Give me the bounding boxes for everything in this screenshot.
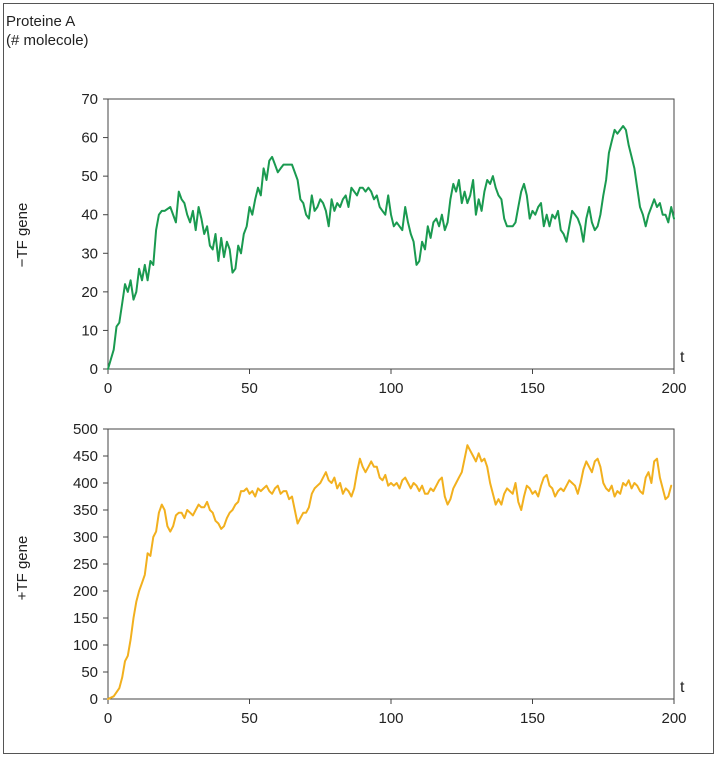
top-y-tick-label: 0: [90, 361, 98, 378]
top-plot-area: [107, 98, 675, 370]
chart-title: Proteine A: [6, 13, 75, 30]
bottom-y-tick-label: 0: [90, 691, 98, 708]
bottom-y-axis-label: +TF gene: [14, 536, 31, 601]
top-y-tick-label: 20: [81, 284, 98, 301]
bottom-y-tick-label: 350: [73, 502, 98, 519]
bottom-y-tick-label: 500: [73, 421, 98, 438]
top-x-axis-label: t: [680, 349, 685, 366]
top-y-tick-label: 40: [81, 207, 98, 224]
bottom-y-tick-label: 450: [73, 448, 98, 465]
bottom-x-axis-label: t: [680, 679, 685, 696]
bottom-x-tick-label: 0: [104, 710, 112, 727]
top-x-tick-label: 0: [104, 380, 112, 397]
top-x-tick-label: 150: [520, 380, 545, 397]
top-y-tick-label: 60: [81, 130, 98, 147]
bottom-y-tick-label: 100: [73, 637, 98, 654]
figure-frame: Proteine A (# molecole) −TF gene t 0 10 20…: [3, 3, 714, 754]
bottom-x-tick-label: 150: [520, 710, 545, 727]
bottom-x-tick-label: 200: [661, 710, 686, 727]
bottom-x-tick-label: 50: [241, 710, 258, 727]
top-y-tick-label: 10: [81, 322, 98, 339]
top-x-tick-label: 100: [378, 380, 403, 397]
chart-figure: Proteine A (# molecole) −TF gene t 0 10 20…: [6, 13, 687, 727]
bottom-plot-area: [107, 428, 675, 700]
top-y-tick-label: 30: [81, 245, 98, 262]
top-y-tick-label: 70: [81, 91, 98, 108]
top-x-tick-label: 200: [661, 380, 686, 397]
bottom-y-tick-label: 50: [81, 664, 98, 681]
bottom-y-tick-label: 300: [73, 529, 98, 546]
chart-subtitle: (# molecole): [6, 32, 89, 49]
top-y-tick-label: 50: [81, 168, 98, 185]
top-y-axis-label: −TF gene: [14, 203, 31, 268]
bottom-x-tick-label: 100: [378, 710, 403, 727]
bottom-y-tick-label: 400: [73, 475, 98, 492]
bottom-y-tick-label: 150: [73, 610, 98, 627]
bottom-chart: +TF gene t 0 50 100 150 200 250 300 350 400 450 50…: [14, 421, 687, 727]
top-x-tick-label: 50: [241, 380, 258, 397]
top-series-line: [107, 125, 675, 370]
bottom-y-tick-label: 250: [73, 556, 98, 573]
top-chart: Proteine A (# molecole) −TF gene t 0 10 20…: [6, 13, 687, 397]
bottom-y-tick-label: 200: [73, 583, 98, 600]
bottom-series-line: [107, 444, 673, 700]
